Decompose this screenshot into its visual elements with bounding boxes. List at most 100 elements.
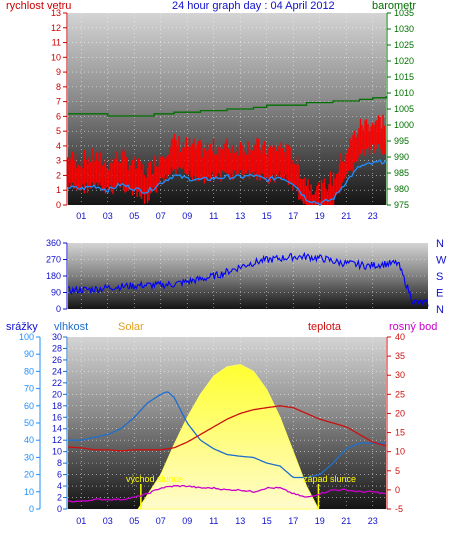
- sunrise-label: východ slunce: [126, 474, 184, 484]
- rain-tick-label: 70: [24, 384, 34, 394]
- baro-tick-label: 980: [394, 184, 409, 194]
- compass-label: W: [436, 255, 447, 267]
- x-tick-label: 15: [262, 211, 272, 221]
- x-tick-label: 23: [368, 211, 378, 221]
- hum-tick-label: 26: [52, 355, 62, 365]
- x-tick-label: 07: [156, 516, 166, 526]
- temperature-line: [67, 405, 387, 452]
- temp-tick-label: -5: [395, 504, 403, 514]
- x-tick-label: 07: [156, 211, 166, 221]
- hum-tick-label: 8: [57, 458, 62, 468]
- x-tick-label: 23: [368, 516, 378, 526]
- rain-tick-label: 100: [19, 332, 34, 342]
- wind-tick-label: 3: [56, 156, 61, 166]
- hum-tick-label: 0: [57, 504, 62, 514]
- hum-tick-label: 12: [52, 435, 62, 445]
- wind-tick-label: 12: [51, 23, 61, 33]
- x-tick-label: 03: [103, 516, 113, 526]
- wind-tick-label: 7: [56, 97, 61, 107]
- rain-tick-label: 10: [24, 487, 34, 497]
- baro-tick-label: 1010: [394, 88, 414, 98]
- compass-label: S: [436, 271, 443, 283]
- dir-tick-label: 180: [46, 271, 61, 281]
- temp-tick-label: 30: [395, 370, 405, 380]
- hum-tick-label: 2: [57, 493, 62, 503]
- x-tick-label: 15: [262, 516, 272, 526]
- hum-tick-label: 28: [52, 343, 62, 353]
- temp-tick-label: 15: [395, 428, 405, 438]
- hum-tick-label: 14: [52, 424, 62, 434]
- barometer-line: [68, 96, 387, 117]
- baro-tick-label: 990: [394, 152, 409, 162]
- x-tick-label: 01: [76, 211, 86, 221]
- dew-axis-title: rosný bod: [389, 321, 438, 333]
- wind-axis-title: rychlost vetru: [6, 0, 72, 12]
- baro-tick-label: 1000: [394, 120, 414, 130]
- solar-axis-title: Solar: [118, 321, 144, 333]
- hum-tick-label: 4: [57, 481, 62, 491]
- x-tick-label: 05: [129, 516, 139, 526]
- hum-tick-label: 30: [52, 332, 62, 342]
- compass-label: N: [436, 238, 444, 250]
- baro-tick-label: 995: [394, 136, 409, 146]
- compass-label: N: [436, 304, 444, 316]
- dir-tick-label: 0: [56, 304, 61, 314]
- baro-tick-label: 985: [394, 168, 409, 178]
- hum-tick-label: 22: [52, 378, 62, 388]
- baro-tick-label: 1030: [394, 24, 414, 34]
- wind-tick-label: 8: [56, 82, 61, 92]
- temp-tick-label: 10: [395, 447, 405, 457]
- x-tick-label: 21: [341, 516, 351, 526]
- wind-tick-label: 4: [56, 141, 61, 151]
- rain-axis-title: srážky: [6, 321, 38, 333]
- solar-series: [137, 363, 320, 510]
- x-tick-label: 01: [76, 516, 86, 526]
- x-tick-label: 19: [315, 211, 325, 221]
- baro-tick-label: 1005: [394, 104, 414, 114]
- rain-tick-label: 90: [24, 349, 34, 359]
- wind-tick-label: 11: [52, 38, 61, 48]
- hum-tick-label: 24: [52, 366, 62, 376]
- wind-tick-label: 9: [56, 67, 61, 77]
- temp-tick-label: 0: [395, 485, 400, 495]
- x-tick-label: 09: [182, 516, 192, 526]
- x-tick-label: 09: [182, 211, 192, 221]
- rain-tick-label: 0: [29, 504, 34, 514]
- x-tick-label: 03: [103, 211, 113, 221]
- x-tick-label: 13: [235, 211, 245, 221]
- wind-tick-label: 10: [51, 52, 61, 62]
- hum-tick-label: 18: [52, 401, 62, 411]
- baro-tick-label: 1015: [394, 72, 414, 82]
- x-tick-label: 13: [235, 516, 245, 526]
- x-tick-label: 05: [129, 211, 139, 221]
- x-tick-label: 21: [341, 211, 351, 221]
- baro-tick-label: 1035: [394, 8, 414, 18]
- dir-tick-label: 270: [46, 255, 61, 265]
- wind-tick-label: 13: [51, 8, 61, 18]
- temp-tick-label: 35: [395, 351, 405, 361]
- x-tick-label: 19: [315, 516, 325, 526]
- hum-tick-label: 20: [52, 389, 62, 399]
- wind-tick-label: 1: [56, 185, 61, 195]
- hum-tick-label: 10: [52, 447, 62, 457]
- sunset-label: západ slunce: [303, 474, 357, 484]
- hum-tick-label: 6: [57, 470, 62, 480]
- x-tick-label: 17: [288, 211, 298, 221]
- temp-tick-label: 40: [395, 332, 405, 342]
- dew-point-line: [68, 484, 387, 503]
- rain-tick-label: 20: [24, 470, 34, 480]
- humidity-axis-title: vlhkost: [54, 321, 89, 333]
- baro-tick-label: 1020: [394, 56, 414, 66]
- hum-tick-label: 16: [52, 412, 62, 422]
- wind-tick-label: 5: [56, 126, 61, 136]
- temp-axis-title: teplota: [308, 321, 342, 333]
- compass-label: E: [436, 288, 443, 300]
- wind-direction-line: [67, 251, 429, 307]
- x-tick-label: 11: [209, 516, 218, 526]
- wind-tick-label: 0: [56, 200, 61, 210]
- dir-tick-label: 360: [46, 238, 61, 248]
- rain-tick-label: 60: [24, 401, 34, 411]
- temp-tick-label: 5: [395, 466, 400, 476]
- rain-tick-label: 80: [24, 366, 34, 376]
